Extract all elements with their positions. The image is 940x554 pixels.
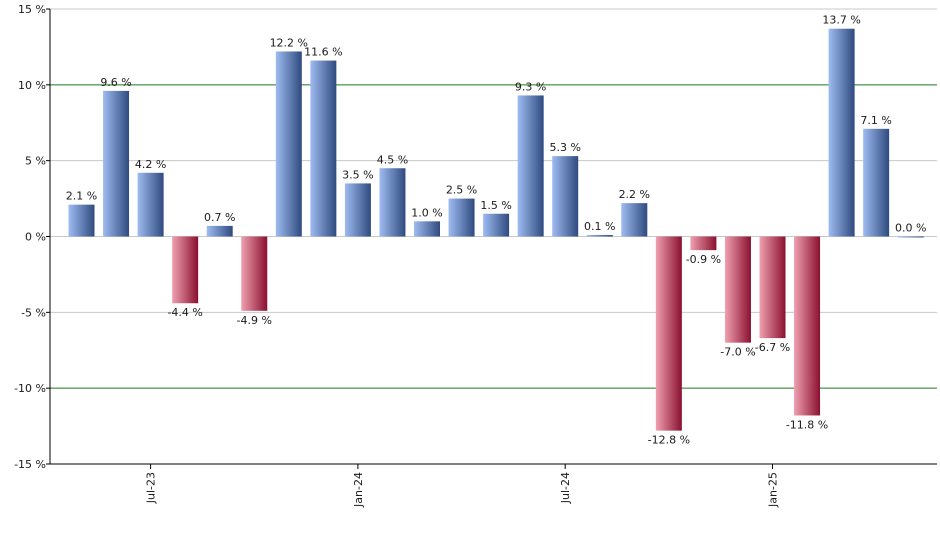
y-tick-label: -15 % (14, 458, 46, 471)
data-label: 12.2 % (270, 36, 308, 49)
bar (137, 172, 164, 237)
data-label: -7.0 % (720, 346, 755, 359)
bar (414, 221, 440, 237)
bar (344, 183, 371, 237)
x-tick-label: Jan-25 (767, 472, 780, 508)
data-label: 7.1 % (860, 114, 891, 127)
data-label: -11.8 % (786, 418, 828, 431)
bar (310, 60, 337, 237)
data-label: 0.7 % (204, 211, 235, 224)
value-labels-layer: 2.1 % 9.6 % 4.2 % -4.4 % 0.7 % -4.9 % 12.2 %11… (66, 14, 927, 447)
data-label: 4.5 % (377, 153, 408, 166)
data-label: 2.1 % (66, 190, 97, 203)
y-tick-label: 10 % (18, 79, 46, 92)
bar (621, 203, 648, 237)
bar (448, 198, 475, 237)
bar (724, 236, 751, 343)
data-label: 0.1 % (584, 220, 615, 233)
data-label: -0.9 % (686, 253, 721, 266)
bar (897, 236, 924, 238)
bar (690, 236, 717, 251)
bar (552, 156, 579, 237)
data-label: -12.8 % (648, 434, 690, 447)
data-label: -4.4 % (167, 306, 202, 319)
x-tick-label: Jul-24 (559, 472, 572, 504)
data-label: 9.6 % (100, 76, 131, 89)
data-label: 9.3 % (515, 80, 546, 93)
data-label: 4.2 % (135, 158, 166, 171)
data-label: 0.0 % (895, 222, 926, 235)
data-label: 5.3 % (549, 141, 580, 154)
bar (172, 236, 199, 304)
data-label: 1.0 % (411, 206, 442, 219)
bars-layer (68, 28, 924, 431)
data-label: 13.7 % (822, 14, 860, 27)
y-tick-label: -10 % (14, 382, 46, 395)
data-label: 1.5 % (480, 199, 511, 212)
bar (206, 225, 233, 237)
y-tick-label: -5 % (21, 306, 46, 319)
bar (379, 168, 406, 237)
bar (759, 236, 786, 339)
bar (241, 236, 268, 311)
y-tick-label: 15 % (18, 3, 46, 16)
bar (655, 236, 682, 431)
bar (68, 204, 95, 237)
bar (586, 234, 613, 237)
data-label: 2.5 % (446, 184, 477, 197)
bar (275, 51, 302, 237)
data-label: -4.9 % (237, 314, 272, 327)
data-label: 2.2 % (619, 188, 650, 201)
data-label: 11.6 % (304, 46, 342, 59)
bar (103, 90, 130, 237)
bar (483, 213, 510, 237)
bar (517, 95, 544, 237)
axes-layer: 15 % 10 % 5 % 0 % -5 % -10 % -15 % Jul-23 Jan-24… (14, 3, 937, 508)
bar (863, 128, 890, 237)
x-tick-label: Jan-24 (352, 472, 365, 508)
data-label: -6.7 % (755, 341, 790, 354)
bar (828, 28, 855, 237)
x-tick-label: Jul-23 (145, 472, 158, 504)
bar (794, 236, 821, 416)
y-tick-label: 5 % (25, 155, 46, 168)
data-label: 3.5 % (342, 168, 373, 181)
y-tick-label: 0 % (25, 231, 46, 244)
